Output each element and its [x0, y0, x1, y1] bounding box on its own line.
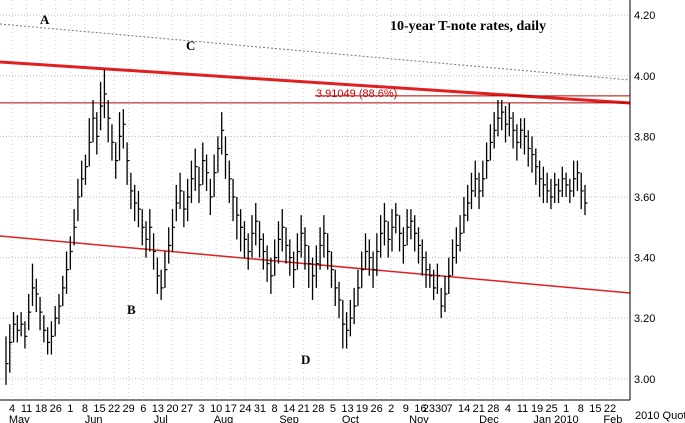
x-day-label: 22	[108, 403, 120, 415]
x-day-label: 1	[563, 403, 569, 415]
x-day-label: 16	[414, 403, 426, 415]
x-month-label: Sep	[279, 414, 299, 423]
y-tick-label: 4.20	[634, 10, 655, 22]
y-tick-label: 3.00	[634, 374, 655, 386]
x-day-label: 21	[473, 403, 485, 415]
x-day-label: 25	[546, 403, 558, 415]
x-day-label: 24	[239, 403, 251, 415]
trendlines	[0, 23, 631, 294]
x-day-label: 28	[312, 403, 324, 415]
x-month-label: Jul	[154, 414, 168, 423]
x-day-label: 15	[589, 403, 601, 415]
x-month-label: Jun	[85, 414, 103, 423]
x-day-label: 6	[140, 403, 146, 415]
x-day-label: 11	[517, 403, 528, 415]
x-day-label: 22	[604, 403, 616, 415]
y-tick-label: 3.60	[634, 192, 655, 204]
x-day-label: 2330	[423, 403, 447, 415]
axes	[0, 0, 631, 401]
x-day-label: 11	[21, 403, 32, 415]
x-day-label: 4	[505, 403, 511, 415]
y-tick-label: 4.00	[634, 71, 655, 83]
chart-title: 10-year T-note rates, daily	[390, 19, 546, 34]
x-day-label: 7	[446, 403, 452, 415]
x-day-label: 15	[93, 403, 105, 415]
y-tick-label: 3.80	[634, 131, 655, 143]
x-day-label: 14	[458, 403, 470, 415]
annotation-d: D	[301, 352, 310, 367]
x-day-label: 19	[531, 403, 543, 415]
x-day-label: 2	[388, 403, 394, 415]
x-month-label: May	[9, 414, 30, 423]
x-day-label: 28	[487, 403, 499, 415]
x-month-label: Aug	[214, 414, 234, 423]
y-tick-label: 3.20	[634, 313, 655, 325]
x-month-label: Nov	[409, 414, 429, 423]
x-month-label: Dec	[479, 414, 499, 423]
x-day-label: 27	[181, 403, 193, 415]
x-day-label: 10	[210, 403, 222, 415]
x-day-label: 1	[67, 403, 73, 415]
x-day-label: 5	[330, 403, 336, 415]
trendline-lower	[0, 235, 631, 294]
x-day-label: 17	[225, 403, 237, 415]
x-day-label: 26	[50, 403, 62, 415]
x-month-label: Oct	[342, 414, 359, 423]
x-day-label: 31	[254, 403, 266, 415]
x-day-label: 4	[9, 403, 15, 415]
x-day-label: 21	[298, 403, 310, 415]
x-day-label: 14	[283, 403, 295, 415]
x-day-label: 13	[341, 403, 353, 415]
trendline-ac	[0, 23, 631, 81]
annotation-b: B	[127, 302, 136, 317]
fib-label: 3.91049 (88.6%)	[316, 88, 397, 100]
x-month-label: Feb	[603, 414, 622, 423]
x-day-label: 8	[271, 403, 277, 415]
x-day-label: 18	[35, 403, 47, 415]
x-day-label: 26	[371, 403, 383, 415]
x-day-label: 20	[166, 403, 178, 415]
annotation-c: C	[186, 38, 195, 53]
x-day-label: 19	[356, 403, 368, 415]
x-day-label: 8	[578, 403, 584, 415]
x-day-label: 9	[403, 403, 409, 415]
credit-text: 2010 Quote LLC	[635, 410, 685, 422]
x-day-label: 13	[152, 403, 164, 415]
x-month-label: Jan 2010	[533, 414, 578, 423]
x-day-label: 29	[123, 403, 135, 415]
annotation-a: A	[40, 12, 50, 27]
x-day-label: 3	[199, 403, 205, 415]
y-tick-label: 3.40	[634, 253, 655, 265]
labels: 4.204.003.803.603.403.203.004 11 18 26 1 8 15 2…	[9, 10, 656, 423]
price-bars	[5, 69, 588, 385]
x-day-label: 8	[82, 403, 88, 415]
